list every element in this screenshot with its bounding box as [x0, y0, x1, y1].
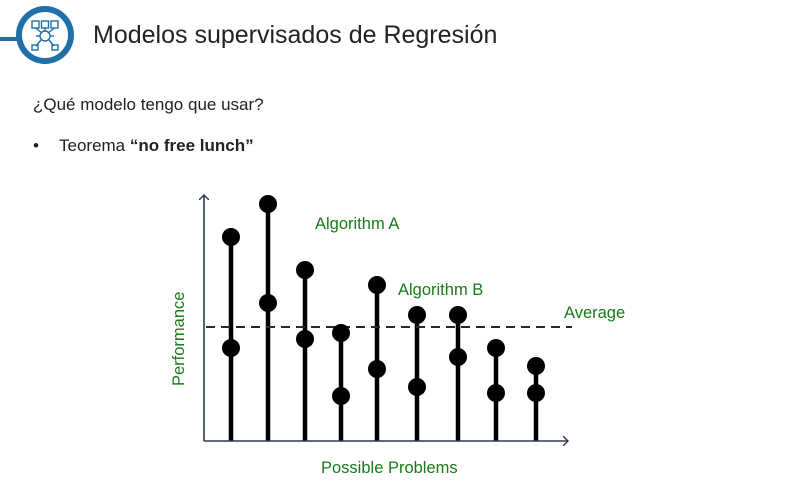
algorithm-b-point [259, 294, 277, 312]
label-average: Average [564, 304, 625, 322]
algorithm-b-point [487, 384, 505, 402]
algorithm-b-point [222, 339, 240, 357]
algorithm-a-point [259, 195, 277, 213]
algorithm-b-point [449, 348, 467, 366]
algorithm-a-point [222, 228, 240, 246]
logo-badge [16, 6, 74, 64]
brain-network-icon [22, 12, 68, 58]
question-text: ¿Qué modelo tengo que usar? [33, 95, 264, 114]
algorithm-a-point [408, 306, 426, 324]
x-axis-label: Possible Problems [321, 459, 458, 477]
bullet-prefix: Teorema [59, 136, 130, 155]
algorithm-a-point [487, 339, 505, 357]
bullet-bold-text: “no free lunch” [129, 136, 254, 155]
slide-title: Modelos supervisados de Regresión [93, 21, 498, 49]
algorithm-b-point [332, 387, 350, 405]
algorithm-a-point [296, 261, 314, 279]
algorithm-a-point [449, 306, 467, 324]
algorithm-a-point [368, 276, 386, 294]
algorithm-a-point [332, 324, 350, 342]
algorithm-a-point [527, 357, 545, 375]
label-algorithm-b: Algorithm B [398, 281, 483, 299]
bullet-marker: • [33, 136, 39, 155]
y-axis-label: Performance [170, 292, 188, 386]
label-algorithm-a: Algorithm A [315, 215, 399, 233]
bullet-item: • Teorema “no free lunch” [33, 136, 254, 156]
algorithm-b-point [368, 360, 386, 378]
algorithm-b-point [296, 330, 314, 348]
algorithm-b-point [527, 384, 545, 402]
algorithm-b-point [408, 378, 426, 396]
